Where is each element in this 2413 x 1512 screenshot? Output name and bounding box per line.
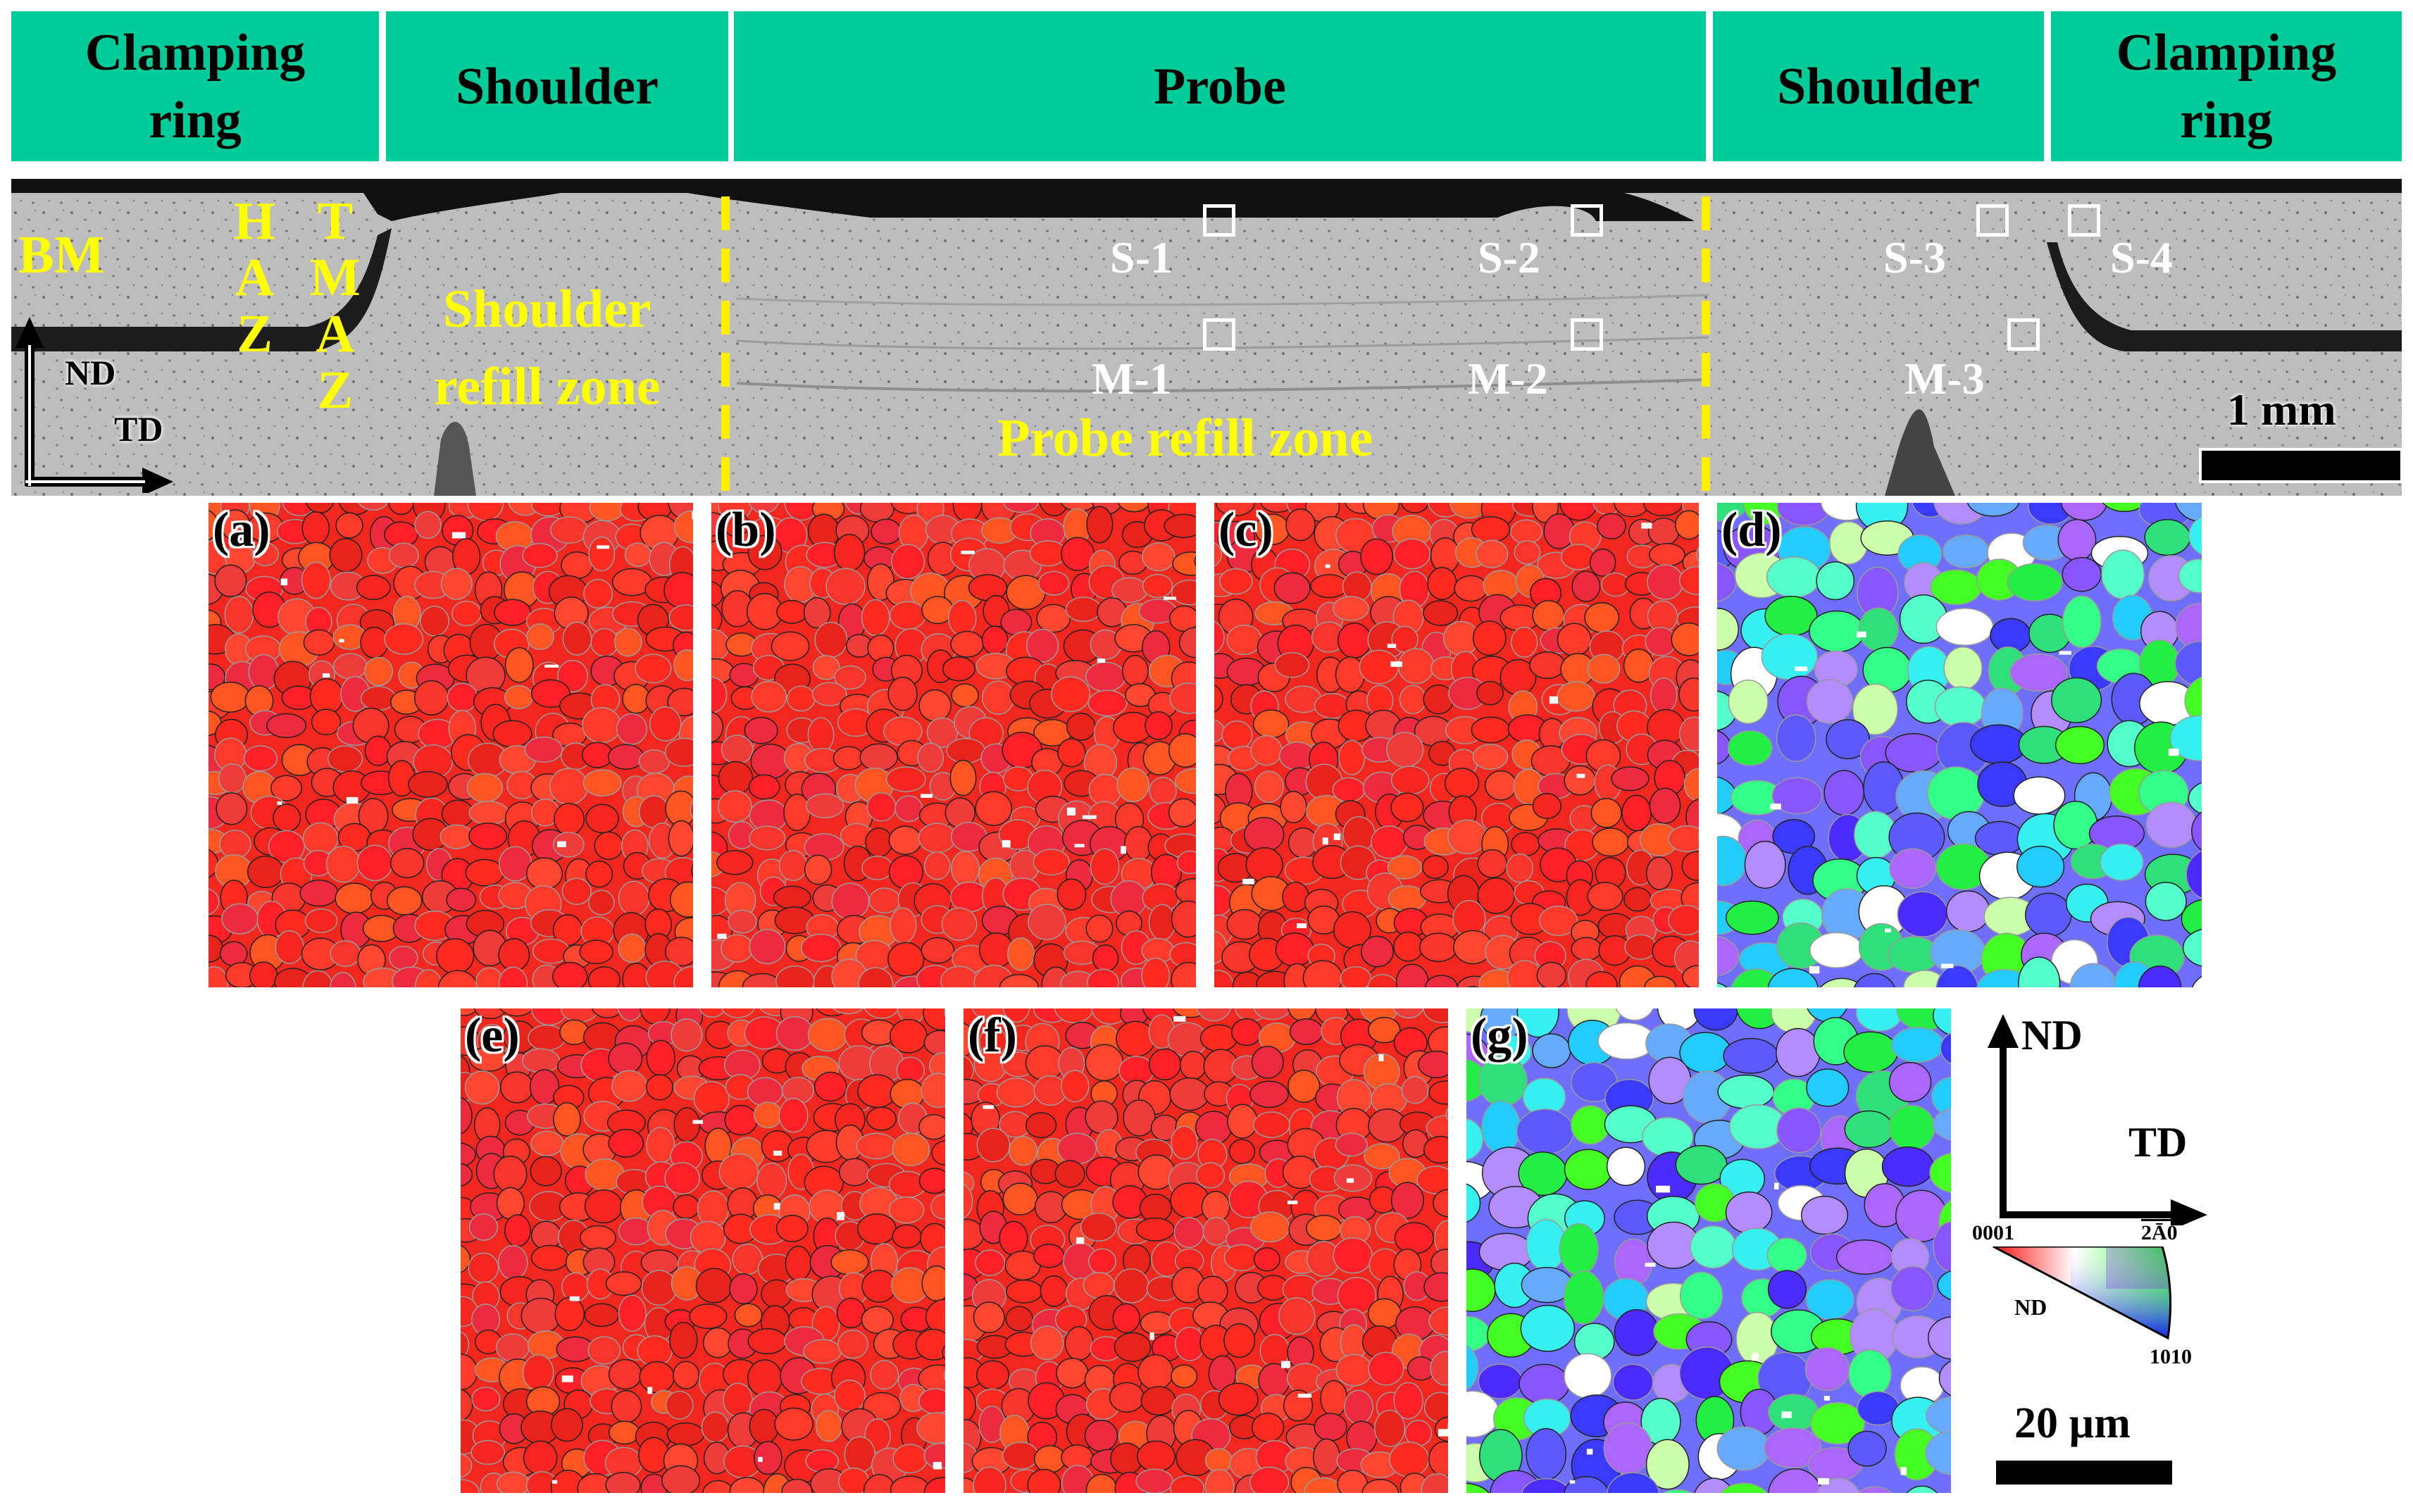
ebsd-map-d — [1717, 503, 2202, 987]
legend-axes-arrows — [1988, 1014, 2207, 1225]
ebsd-panel-g: (g) — [1466, 1008, 1951, 1493]
sample-box-s1 — [1203, 204, 1235, 237]
panel-label-e: (e) — [465, 1008, 520, 1063]
label-haz: H A Z — [234, 192, 276, 363]
sample-box-s4 — [2068, 204, 2100, 237]
label-tmaz: T M A Z — [310, 192, 361, 420]
header-shoulder-right: Shoulder — [1713, 11, 2044, 161]
ipf-label-0001: 0001 — [1972, 1221, 2014, 1244]
ebsd-panel-f: (f) — [964, 1008, 1448, 1493]
ebsd-panel-d: (d) — [1717, 503, 2202, 987]
ebsd-map-a — [208, 503, 693, 987]
header-probe: Probe — [734, 11, 1706, 161]
legend-td-label: TD — [2128, 1119, 2188, 1166]
panel-label-g: (g) — [1471, 1008, 1528, 1063]
sample-box-s2 — [1571, 204, 1603, 237]
macro-td-label: TD — [114, 409, 163, 449]
panel-label-d: (d) — [1721, 503, 1782, 557]
micro-scale-label: 20 µm — [2014, 1399, 2131, 1447]
sample-label-m1: M-1 — [1092, 354, 1172, 404]
sample-label-s2: S-2 — [1478, 232, 1540, 282]
macro-axes-arrows — [15, 317, 173, 493]
ebsd-map-c — [1214, 503, 1699, 987]
header-clamping-ring-right: Clamping ring — [2051, 11, 2402, 161]
macro-scale-label: 1 mm — [2227, 385, 2336, 435]
ipf-label-2110: 2Ā0 — [2141, 1221, 2178, 1244]
micro-scale-bar — [1996, 1461, 2172, 1485]
sample-label-s3: S-3 — [1883, 232, 1946, 282]
panel-label-b: (b) — [716, 503, 776, 557]
ebsd-panel-c: (c) — [1214, 503, 1699, 987]
ipf-label-1010: 1010 — [2150, 1345, 2192, 1368]
label-shoulder-refill-zone: Shoulder refill zone — [434, 280, 661, 416]
sample-label-m2: M-2 — [1468, 354, 1548, 404]
weld-cross-section-macrograph: BM H A Z T M A Z Shoulder refill zone Pr… — [11, 179, 2402, 496]
macro-scale-bar — [2199, 448, 2402, 483]
sample-box-s3 — [1976, 204, 2009, 237]
sample-label-s1: S-1 — [1110, 232, 1173, 282]
header-shoulder-left: Shoulder — [386, 11, 728, 161]
ebsd-map-e — [461, 1008, 945, 1493]
panel-label-f: (f) — [968, 1008, 1017, 1063]
panel-label-c: (c) — [1218, 503, 1273, 557]
ebsd-map-f — [964, 1008, 1448, 1493]
header-clamping-ring-left: Clamping ring — [11, 11, 379, 161]
ebsd-panel-b: (b) — [711, 503, 1196, 987]
ebsd-panel-a: (a) — [208, 503, 693, 987]
sample-box-m3 — [2007, 318, 2040, 351]
sample-label-s4: S-4 — [2110, 232, 2173, 282]
sample-label-m3: M-3 — [1904, 354, 1985, 404]
ipf-color-triangle — [1993, 1247, 2172, 1340]
panel-label-a: (a) — [213, 503, 270, 557]
sample-box-m2 — [1571, 318, 1603, 351]
ebsd-map-g — [1466, 1008, 1951, 1493]
ipf-label-nd: ND — [2014, 1294, 2047, 1320]
label-bm: BM — [18, 225, 105, 285]
ebsd-map-b — [711, 503, 1196, 987]
legend-nd-label: ND — [2021, 1012, 2083, 1058]
sample-box-m1 — [1203, 318, 1235, 351]
label-probe-refill-zone: Probe refill zone — [997, 408, 1373, 468]
macro-nd-label: ND — [65, 353, 116, 392]
macrograph-shapes — [11, 179, 2402, 496]
ebsd-panel-e: (e) — [461, 1008, 945, 1493]
